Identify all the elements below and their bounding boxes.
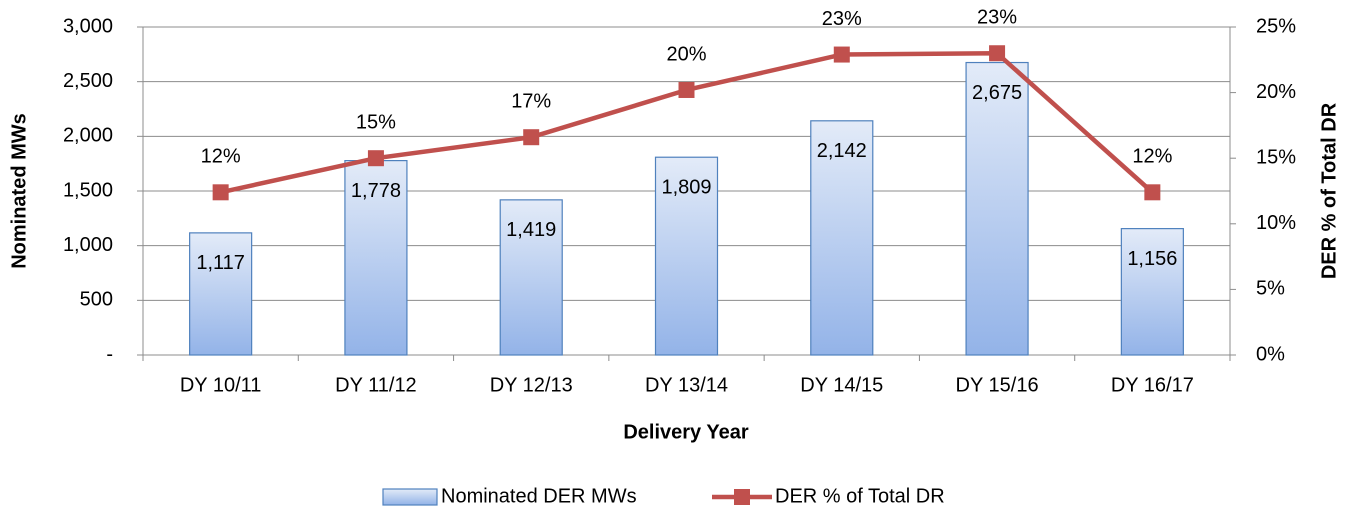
y-tick-label: 1,500	[63, 179, 113, 201]
line-marker	[1144, 184, 1161, 201]
bar	[499, 199, 563, 356]
y2-tick-label: 5%	[1256, 278, 1285, 300]
line-value-label: 15%	[356, 111, 396, 133]
legend-label: Nominated DER MWs	[441, 485, 637, 507]
x-tick-label: DY 10/11	[180, 374, 262, 396]
bar-value-label: 1,117	[196, 252, 245, 274]
x-axis-title: Delivery Year	[623, 421, 749, 443]
line-marker	[678, 81, 695, 98]
bar-value-label: 1,156	[1127, 248, 1177, 270]
y2-tick-label: 0%	[1256, 343, 1285, 365]
x-tick-label: DY 15/16	[956, 374, 1039, 396]
y-tick-label: 500	[80, 289, 113, 311]
line-marker	[212, 184, 229, 201]
line-value-label: 12%	[201, 146, 241, 168]
x-tick-label: DY 14/15	[800, 374, 883, 396]
bar	[344, 160, 408, 356]
y2-axis-title: DER % of Total DR	[1318, 102, 1340, 279]
y2-tick-label: 10%	[1256, 212, 1296, 234]
x-tick-label: DY 11/12	[335, 374, 417, 396]
y-axis-title: Nominated MWs	[8, 113, 30, 269]
bar-value-label: 1,419	[506, 219, 556, 241]
bar	[965, 61, 1029, 356]
bar-value-label: 1,809	[661, 176, 711, 198]
bar-value-label: 2,142	[817, 140, 867, 162]
y-tick-label: 2,500	[63, 70, 113, 92]
bar-value-label: 2,675	[972, 82, 1022, 104]
legend-marker	[734, 489, 750, 505]
bar	[189, 232, 253, 356]
y-tick-label: 1,000	[63, 234, 113, 256]
line-marker	[989, 45, 1006, 62]
bar	[654, 156, 719, 356]
line-value-label: 12%	[1132, 146, 1172, 168]
y-tick-label: -	[106, 343, 113, 365]
bar	[810, 120, 874, 356]
line-marker	[367, 150, 384, 167]
y2-tick-label: 15%	[1256, 146, 1296, 168]
line-value-label: 20%	[666, 43, 706, 65]
y-tick-label: 3,000	[63, 15, 113, 37]
line-value-label: 17%	[511, 90, 551, 112]
y-tick-label: 2,000	[63, 125, 113, 147]
line-value-label: 23%	[822, 8, 862, 30]
x-tick-label: DY 13/14	[645, 374, 728, 396]
line-marker	[523, 129, 540, 146]
bar	[1120, 228, 1184, 356]
x-tick-label: DY 12/13	[490, 374, 573, 396]
line-marker	[833, 46, 850, 63]
x-tick-label: DY 16/17	[1111, 374, 1194, 396]
legend-swatch	[382, 488, 438, 506]
legend-label: DER % of Total DR	[775, 485, 945, 507]
y2-tick-label: 25%	[1256, 15, 1296, 37]
bar-value-label: 1,778	[351, 180, 401, 202]
y2-tick-label: 20%	[1256, 81, 1296, 103]
line-value-label: 23%	[977, 7, 1017, 29]
